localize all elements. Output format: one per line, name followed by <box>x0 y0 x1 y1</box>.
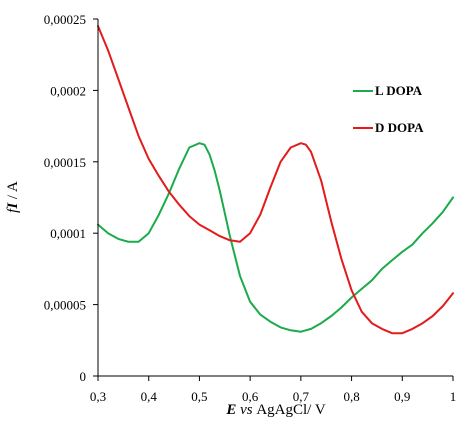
y-tick-label: 0,00015 <box>44 155 86 170</box>
y-axis-title-var: I <box>5 202 21 210</box>
x-tick-label: 0,3 <box>90 389 106 404</box>
x-tick-label: 0,4 <box>141 389 158 404</box>
series-line-d-dopa <box>97 25 454 335</box>
x-tick-label: 0,8 <box>343 389 359 404</box>
x-tick-label: 0,5 <box>191 389 207 404</box>
legend-label-l-dopa: L DOPA <box>375 83 423 98</box>
y-tick-label: 0,00025 <box>44 12 86 27</box>
x-axis-title-rest: AgAgCl/ V <box>256 402 325 418</box>
x-axis-title-var: E <box>225 402 236 418</box>
y-ticks: 0 0,00005 0,0001 0,00015 0,0002 0,00025 <box>44 12 98 384</box>
series-layer <box>97 25 454 335</box>
y-tick-label: 0,0001 <box>50 226 86 241</box>
x-axis-title-mid: vs <box>236 402 256 418</box>
x-tick-label: 0,7 <box>293 389 310 404</box>
legend-label-d-dopa: D DOPA <box>375 120 424 135</box>
x-ticks: 0,3 0,4 0,5 0,6 0,7 0,8 0,9 1 <box>90 376 456 404</box>
plot-area <box>98 19 453 376</box>
x-tick-label: 0,6 <box>242 389 259 404</box>
x-tick-label: 0,9 <box>394 389 410 404</box>
y-tick-label: 0 <box>80 369 87 384</box>
y-axis-title-prefix: f <box>5 207 21 213</box>
y-axis-title: fI / A <box>5 181 21 213</box>
y-axis-title-rest: / A <box>5 181 21 203</box>
y-tick-label: 0,00005 <box>44 298 86 313</box>
legend: L DOPA D DOPA <box>353 83 424 135</box>
x-tick-label: 1 <box>450 389 456 404</box>
series-line-l-dopa <box>97 142 454 333</box>
x-axis-title: E vs AgAgCl/ V <box>225 402 325 418</box>
y-tick-label: 0,0002 <box>50 83 86 98</box>
